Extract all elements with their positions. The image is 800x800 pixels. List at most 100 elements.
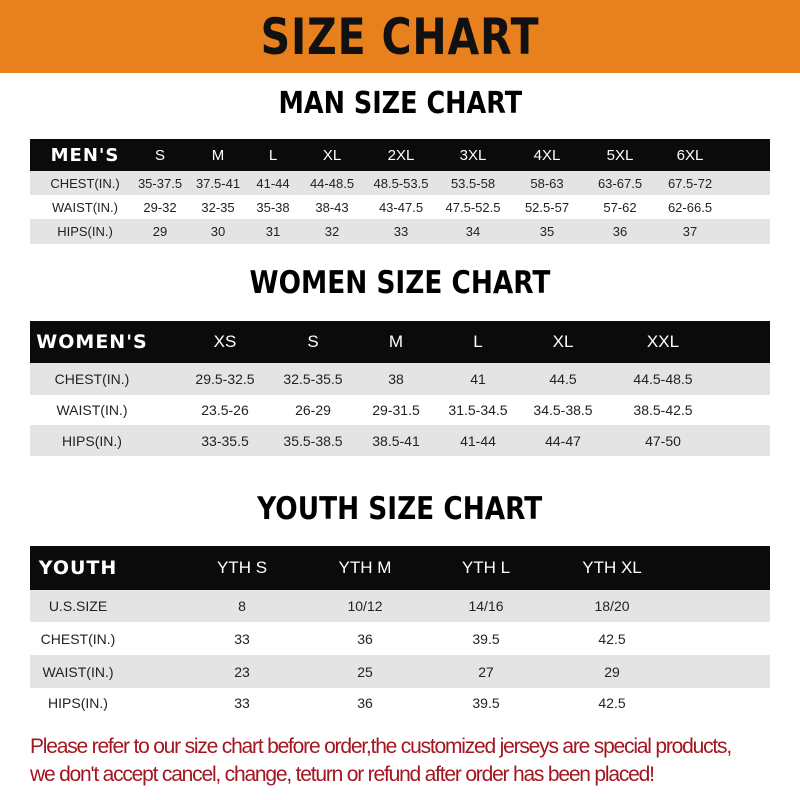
size-header-cell: XS [213, 332, 237, 351]
table-cell: 39.5 [472, 695, 500, 711]
table-cell: 33 [234, 695, 250, 711]
measurement-label: WAIST(IN.) [42, 663, 114, 680]
size-header-cell: 4XL [533, 146, 561, 164]
table-cell: 38.5-42.5 [633, 402, 693, 418]
size-header-cell: 5XL [606, 146, 634, 164]
table-cell: 43-47.5 [378, 199, 424, 215]
table-cell: 35-37.5 [137, 175, 183, 191]
table-cell: 42.5 [598, 630, 626, 647]
table-cell: 32 [324, 224, 340, 239]
size-header-cell: L [268, 146, 278, 164]
youth-size-table: YOUTH YTH S YTH M YTH L YTH XL U.S.SIZE 8 10/12… [30, 546, 770, 718]
banner-title: SIZE CHART [260, 7, 540, 66]
table-row: CHEST(IN.) 35-37.5 37.5-41 41-44 44-48.5 48.5… [30, 171, 770, 195]
table-cell: 32.5-35.5 [283, 371, 343, 387]
measurement-label: CHEST(IN.) [54, 371, 130, 387]
table-cell: 10/12 [347, 598, 383, 614]
table-cell: 41-44 [256, 175, 290, 191]
table-row: CHEST(IN.) 29.5-32.5 32.5-35.5 38 41 44.5 44.5… [30, 363, 770, 395]
measurement-label: HIPS(IN.) [62, 432, 122, 449]
table-cell: 67.5-72 [667, 175, 713, 191]
table-cell: 47.5-52.5 [445, 199, 501, 215]
measurement-label: HIPS(IN.) [48, 695, 108, 711]
size-header-cell: XL [552, 332, 574, 351]
table-cell: 44.5 [549, 371, 577, 387]
size-header-cell: XXL [646, 332, 680, 351]
size-header-cell: YTH XL [582, 558, 642, 577]
size-chart-banner: SIZE CHART [0, 0, 800, 73]
table-cell: 29-32 [143, 199, 177, 215]
youth-section-title: YOUTH SIZE CHART [257, 491, 543, 527]
women-section-title: WOMEN SIZE CHART [249, 265, 551, 301]
table-row: CHEST(IN.) 33 36 39.5 42.5 [30, 622, 770, 655]
size-header-cell: L [473, 332, 483, 351]
table-row: U.S.SIZE 8 10/12 14/16 18/20 [30, 590, 770, 622]
table-cell: 18/20 [594, 598, 630, 614]
table-cell: 36 [357, 695, 373, 711]
measurement-label: CHEST(IN.) [50, 175, 120, 191]
size-header-cell: S [307, 332, 319, 351]
size-header-cell: 6XL [676, 146, 704, 164]
table-cell: 52.5-57 [524, 199, 570, 215]
size-header-cell: YTH L [461, 558, 511, 577]
notice-line-1: Please refer to our size chart before or… [30, 735, 732, 758]
measurement-label: WAIST(IN.) [56, 402, 128, 418]
table-row: HIPS(IN.) 33-35.5 35.5-38.5 38.5-41 41-44 44-… [30, 425, 770, 456]
table-cell: 53.5-58 [450, 175, 496, 191]
table-cell: 35.5-38.5 [283, 432, 343, 449]
men-size-table: MEN'S S M L XL 2XL 3XL 4XL 5XL 6XL CHEST(IN.) 35-37… [30, 139, 770, 244]
table-cell: 29 [604, 663, 620, 680]
measurement-label: U.S.SIZE [48, 598, 108, 614]
table-cell: 33 [234, 630, 250, 647]
table-cell: 37.5-41 [195, 175, 241, 191]
size-header-cell: 3XL [459, 146, 487, 164]
table-row: HIPS(IN.) 33 36 39.5 42.5 [30, 688, 770, 718]
table-header-row: MEN'S S M L XL 2XL 3XL 4XL 5XL 6XL [30, 139, 770, 171]
notice-line-2: we don't accept cancel, change, teturn o… [30, 763, 655, 786]
table-cell: 23.5-26 [201, 402, 249, 418]
table-cell: 23 [234, 663, 250, 680]
table-cell: 44.5-48.5 [633, 371, 693, 387]
table-cell: 38.5-41 [372, 432, 420, 449]
size-header-cell: M [388, 332, 404, 351]
table-category-label: YOUTH [38, 557, 118, 579]
table-cell: 36 [357, 630, 373, 647]
table-cell: 33 [393, 224, 409, 239]
table-cell: 31 [265, 224, 281, 239]
table-row: WAIST(IN.) 29-32 32-35 35-38 38-43 43-47.5 47.… [30, 195, 770, 219]
table-header-row: WOMEN'S XS S M L XL XXL [30, 321, 770, 363]
table-category-label: MEN'S [50, 144, 120, 166]
size-header-cell: 2XL [387, 146, 415, 164]
table-cell: 33-35.5 [201, 432, 249, 449]
table-cell: 62-66.5 [667, 199, 713, 215]
table-cell: 44-48.5 [309, 175, 355, 191]
table-cell: 38 [388, 371, 404, 387]
table-cell: 35-38 [256, 199, 290, 215]
measurement-label: CHEST(IN.) [40, 630, 116, 647]
women-size-table: WOMEN'S XS S M L XL XXL CHEST(IN.) 29.5-32.5 32.5… [30, 321, 770, 456]
size-header-cell: M [211, 146, 225, 164]
table-cell: 27 [478, 663, 494, 680]
size-header-cell: S [154, 146, 166, 164]
table-row: WAIST(IN.) 23.5-26 26-29 29-31.5 31.5-34.5 34… [30, 395, 770, 425]
table-cell: 36 [612, 224, 628, 239]
table-cell: 57-62 [603, 199, 637, 215]
table-cell: 8 [238, 598, 246, 614]
table-row: WAIST(IN.) 23 25 27 29 [30, 655, 770, 688]
table-cell: 31.5-34.5 [448, 402, 508, 418]
table-cell: 38-43 [315, 199, 349, 215]
size-header-cell: YTH M [338, 558, 392, 577]
table-cell: 41 [470, 371, 486, 387]
table-cell: 47-50 [645, 432, 681, 449]
table-cell: 48.5-53.5 [373, 175, 429, 191]
table-cell: 63-67.5 [597, 175, 643, 191]
table-cell: 44-47 [545, 432, 581, 449]
table-cell: 14/16 [468, 598, 504, 614]
table-cell: 30 [210, 224, 226, 239]
table-cell: 41-44 [460, 432, 496, 449]
table-cell: 34.5-38.5 [533, 402, 593, 418]
table-category-label: WOMEN'S [36, 331, 148, 353]
measurement-label: WAIST(IN.) [52, 199, 118, 215]
table-cell: 42.5 [598, 695, 626, 711]
table-cell: 26-29 [295, 402, 331, 418]
